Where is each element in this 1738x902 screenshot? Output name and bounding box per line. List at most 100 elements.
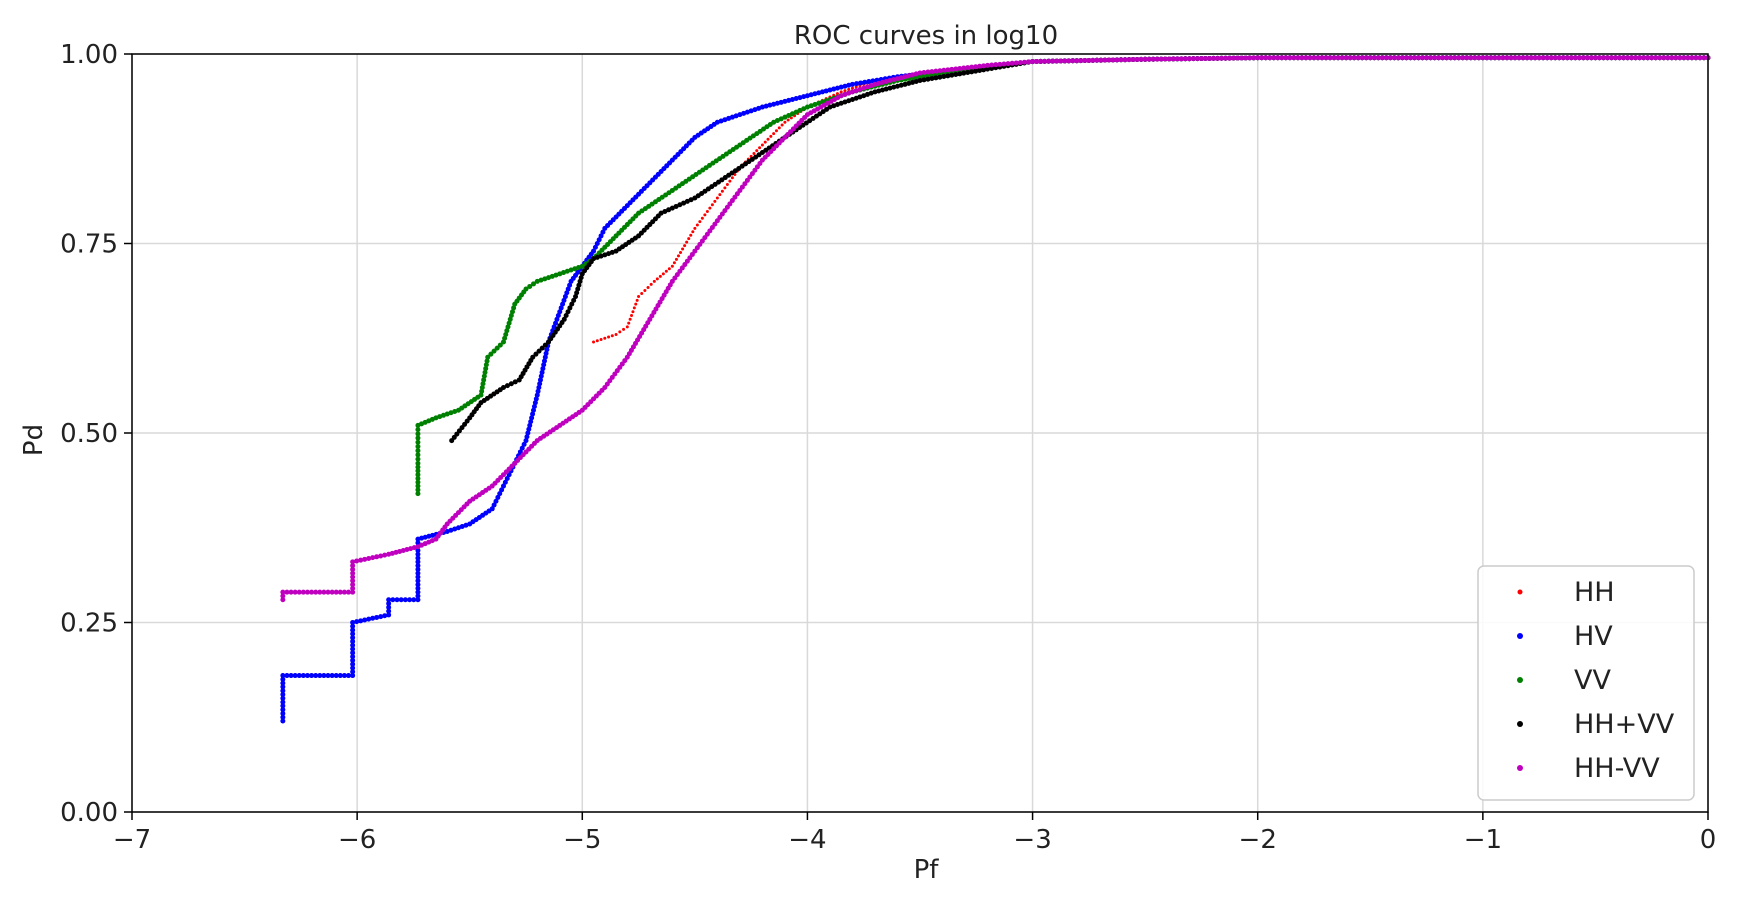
data-point <box>386 597 392 603</box>
data-point-fill <box>504 328 510 334</box>
data-point-fill <box>1086 57 1092 63</box>
data-point-fill <box>415 585 421 591</box>
data-point-fill <box>1050 58 1056 64</box>
data-point-fill <box>415 570 421 576</box>
data-point-fill <box>664 269 668 273</box>
data-point-fill <box>280 680 286 686</box>
data-point-fill <box>1452 55 1458 61</box>
data-point-fill <box>415 487 421 493</box>
y-axis-label: Pd <box>19 424 49 456</box>
data-point-fill <box>1126 57 1132 63</box>
data-point-fill <box>658 274 662 278</box>
data-point-fill <box>415 468 421 474</box>
data-point-fill <box>941 74 947 80</box>
data-point-fill <box>666 207 672 213</box>
data-point-fill <box>1508 55 1514 61</box>
data-point-fill <box>1629 55 1635 61</box>
data-point-fill <box>1653 55 1659 61</box>
data-point-fill <box>415 551 421 557</box>
data-point-fill <box>864 84 870 90</box>
data-point-fill <box>524 434 530 440</box>
data-point <box>350 673 356 679</box>
data-point-fill <box>1379 55 1385 61</box>
data-point-fill <box>350 665 356 671</box>
data-point-fill <box>350 657 356 663</box>
data-point-fill <box>793 96 799 102</box>
data-point <box>1367 55 1373 61</box>
data-point-fill <box>313 673 319 679</box>
data-point-fill <box>1697 55 1703 61</box>
data-point-fill <box>1564 55 1570 61</box>
data-point-fill <box>819 89 825 95</box>
data-point-fill <box>879 79 885 85</box>
data-point-fill <box>1488 55 1494 61</box>
data-point-fill <box>1669 55 1675 61</box>
data-point-fill <box>679 250 683 254</box>
data-point-fill <box>687 237 691 241</box>
data-point-fill <box>606 251 612 257</box>
data-point-fill <box>1552 55 1558 61</box>
data-point-fill <box>569 301 575 307</box>
data-point <box>804 104 810 110</box>
data-point-fill <box>883 78 889 84</box>
data-point-fill <box>1677 55 1683 61</box>
data-point-fill <box>1637 55 1643 61</box>
data-point-fill <box>394 597 400 603</box>
data-point-fill <box>634 302 638 306</box>
data-point <box>500 339 506 345</box>
data-point-fill <box>366 616 372 622</box>
data-point-fill <box>725 183 729 187</box>
data-point-fill <box>497 491 503 497</box>
data-point-fill <box>280 714 286 720</box>
x-tick-label: −6 <box>338 825 376 855</box>
data-point-fill <box>350 654 356 660</box>
data-point-fill <box>309 589 315 595</box>
data-point-fill <box>748 108 754 114</box>
data-point-fill <box>1496 55 1502 61</box>
data-point-fill <box>1247 55 1253 61</box>
data-point-fill <box>1009 60 1015 66</box>
data-point-fill <box>862 79 868 85</box>
data-point-fill <box>957 71 963 77</box>
data-point-fill <box>630 314 634 318</box>
data-point-fill <box>561 297 567 303</box>
data-point-fill <box>1363 55 1369 61</box>
data-point-fill <box>415 540 421 546</box>
data-point-fill <box>752 151 756 155</box>
data-point-fill <box>415 593 421 599</box>
data-point <box>561 316 567 322</box>
data-point <box>280 589 286 595</box>
data-point-fill <box>280 692 286 698</box>
data-point-fill <box>1472 55 1478 61</box>
data-point-fill <box>744 109 750 115</box>
data-point-fill <box>771 101 777 107</box>
data-point <box>637 295 641 299</box>
data-point-fill <box>337 673 343 679</box>
data-point-fill <box>1134 56 1140 62</box>
data-point-fill <box>540 366 546 372</box>
data-point-fill <box>374 554 380 560</box>
y-tick-label: 0.50 <box>60 419 118 449</box>
data-point-fill <box>758 146 762 150</box>
data-point-fill <box>592 244 598 250</box>
data-point-fill <box>491 502 497 508</box>
data-point-fill <box>531 407 536 413</box>
data-point-fill <box>1182 56 1188 62</box>
data-point-fill <box>777 126 781 130</box>
data-point-fill <box>370 555 376 561</box>
data-point-fill <box>415 452 421 458</box>
data-point-fill <box>502 335 508 341</box>
data-point-fill <box>280 707 286 713</box>
data-point-fill <box>838 100 844 106</box>
data-point-fill <box>415 563 421 569</box>
data-point-fill <box>561 270 567 276</box>
data-point <box>783 120 787 124</box>
data-point-fill <box>288 589 294 595</box>
data-point-fill <box>891 77 897 83</box>
data-point-fill <box>949 66 955 72</box>
data-point-fill <box>667 267 671 271</box>
data-point-fill <box>350 566 356 572</box>
data-point-fill <box>577 278 583 284</box>
data-point <box>1480 55 1486 61</box>
data-point-fill <box>786 97 792 103</box>
